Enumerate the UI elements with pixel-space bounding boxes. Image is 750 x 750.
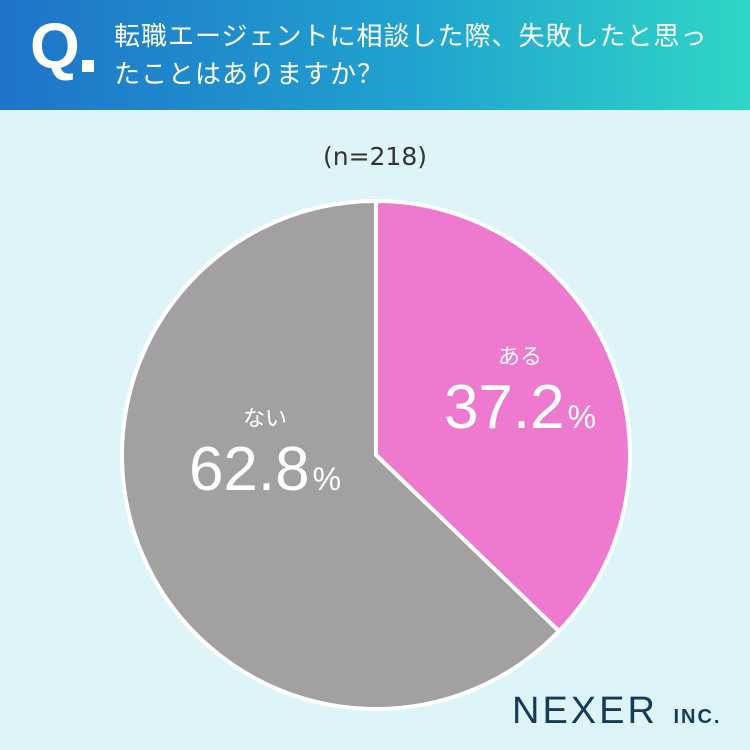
sample-size: (n=218)	[322, 142, 428, 171]
slice-name-nai: ない	[242, 407, 287, 432]
slice-label-aru: ある 37.2%	[420, 343, 620, 443]
slice-value-aru: 37.2	[443, 373, 565, 442]
slice-unit-aru: %	[567, 399, 597, 435]
question-text: 転職エージェントに相談した際、失敗したと思ったことはありますか？	[114, 22, 708, 90]
question-header: Q 転職エージェントに相談した際、失敗したと思ったことはありますか？	[0, 0, 750, 110]
q-dot	[82, 60, 94, 72]
slice-value-nai: 62.8	[188, 435, 310, 504]
slice-name-aru: ある	[497, 345, 542, 370]
slice-label-nai: ない 62.8%	[165, 405, 365, 505]
pie-slice-nai	[120, 199, 561, 711]
logo-name: NEXER	[512, 690, 658, 732]
nexer-logo: NEXER INC.	[512, 690, 721, 733]
logo-suffix: INC.	[673, 706, 722, 728]
pie-slice-aru	[374, 199, 632, 634]
q-mark: Q	[30, 10, 80, 82]
slice-unit-nai: %	[312, 461, 342, 497]
